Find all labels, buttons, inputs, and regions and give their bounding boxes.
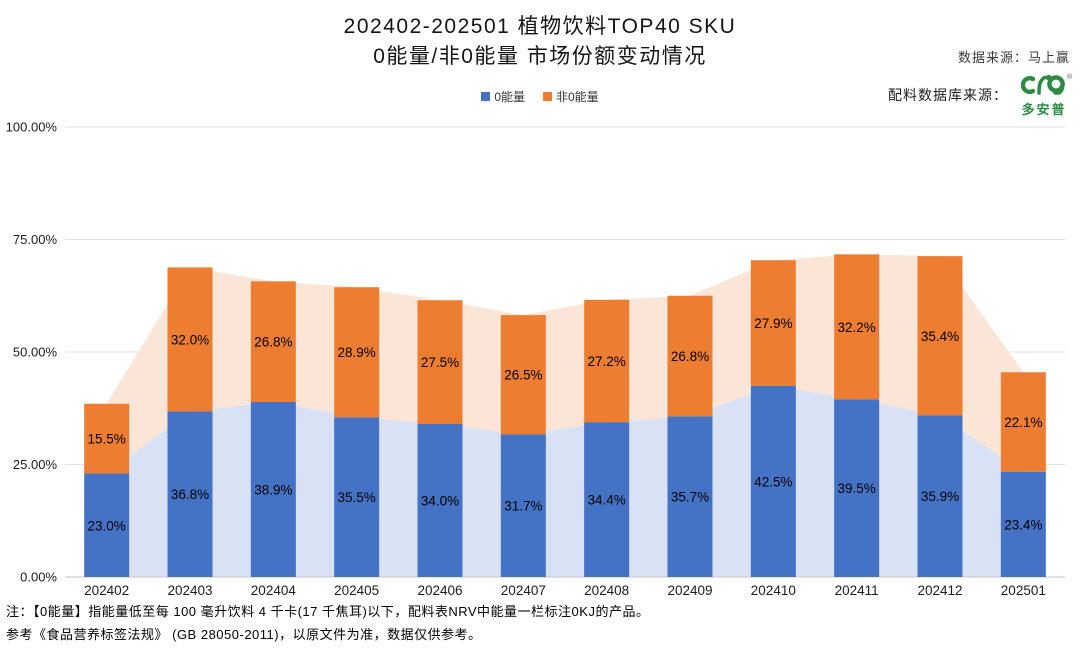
bar-segment-non-zero-energy	[584, 299, 630, 423]
x-axis-label: 202412	[917, 583, 962, 598]
bar-label-non-zero-energy: 15.5%	[88, 432, 126, 447]
duoanpu-logo: ® 多安普	[1016, 72, 1072, 118]
bar-label-non-zero-energy: 26.5%	[504, 368, 542, 383]
bar-label-non-zero-energy: 26.8%	[671, 349, 709, 364]
chart-subtitle: 0能量/非0能量 市场份额变动情况	[373, 45, 707, 68]
bar-label-zero-energy: 34.4%	[588, 493, 626, 508]
y-axis-tick-label: 75.00%	[13, 232, 58, 247]
bar-segment-non-zero-energy	[834, 254, 880, 400]
logo-mark-icon: ®	[1020, 73, 1072, 95]
bar-segment-zero-energy	[84, 473, 130, 577]
y-axis-tick-label: 100.00%	[6, 120, 58, 135]
ingredient-source-label: 配料数据库来源：	[888, 87, 1008, 103]
bar-label-zero-energy: 42.5%	[754, 474, 792, 489]
bar-segment-zero-energy	[834, 399, 880, 577]
bar-segment-zero-energy	[667, 416, 713, 577]
bar-label-non-zero-energy: 22.1%	[1004, 415, 1042, 430]
x-axis-label: 202402	[84, 583, 129, 598]
x-axis-label: 202403	[167, 583, 212, 598]
bar-segment-non-zero-energy	[917, 256, 963, 416]
bar-label-non-zero-energy: 35.4%	[921, 329, 959, 344]
bar-label-zero-energy: 23.4%	[1004, 517, 1042, 532]
bar-label-non-zero-energy: 26.8%	[254, 335, 292, 350]
x-axis-label: 202406	[417, 583, 462, 598]
chart-legend: 0能量 非0能量	[0, 88, 1080, 105]
bar-segment-zero-energy	[250, 401, 296, 577]
bar-label-non-zero-energy: 28.9%	[338, 345, 376, 360]
chart-title: 202402-202501 植物饮料TOP40 SKU	[343, 15, 737, 38]
x-axis-label: 202409	[667, 583, 712, 598]
y-axis-tick-label: 50.00%	[13, 345, 58, 360]
bar-segment-zero-energy	[334, 417, 380, 577]
bar-label-non-zero-energy: 27.9%	[754, 316, 792, 331]
bar-segment-zero-energy	[500, 434, 546, 577]
bar-label-zero-energy: 39.5%	[838, 481, 876, 496]
bar-segment-non-zero-energy	[250, 281, 296, 402]
x-axis-label: 202405	[334, 583, 379, 598]
bar-label-zero-energy: 35.7%	[671, 490, 709, 505]
x-axis-label: 202410	[751, 583, 796, 598]
legend-swatch-zero-energy-icon	[481, 92, 491, 101]
y-axis-tick-label: 25.00%	[13, 457, 58, 472]
bar-segment-zero-energy	[584, 422, 630, 577]
bar-label-non-zero-energy: 27.2%	[588, 354, 626, 369]
bar-segment-zero-energy	[750, 385, 796, 577]
bar-label-zero-energy: 31.7%	[504, 499, 542, 514]
bar-label-zero-energy: 23.0%	[88, 518, 126, 533]
bar-segment-non-zero-energy	[667, 295, 713, 417]
bar-label-non-zero-energy: 32.0%	[171, 332, 209, 347]
legend-swatch-non-zero-energy-icon	[543, 92, 552, 101]
bar-label-zero-energy: 34.0%	[421, 494, 459, 509]
bar-label-zero-energy: 38.9%	[254, 482, 292, 497]
bar-label-zero-energy: 36.8%	[171, 487, 209, 502]
footnote-line1: 注：【0能量】指能量低至每 100 毫升饮料 4 千卡(17 千焦耳)以下，配料…	[6, 604, 650, 619]
footnote-line2: 参考《食品营养标签法规》 (GB 28050-2011)，以原文件为准，数据仅供…	[6, 626, 482, 642]
bar-segment-non-zero-energy	[417, 300, 463, 424]
bar-segment-zero-energy	[417, 424, 463, 577]
legend-item-zero-energy: 0能量	[481, 88, 525, 105]
ingredient-source-row: 配料数据库来源： ® 多安普	[888, 72, 1072, 118]
legend-label-non-zero-energy: 非0能量	[556, 90, 599, 104]
bar-segment-non-zero-energy	[1000, 372, 1046, 472]
bar-label-non-zero-energy: 27.5%	[421, 355, 459, 370]
x-axis-label: 202501	[1001, 583, 1046, 598]
bar-segment-zero-energy	[167, 411, 213, 577]
x-axis-label: 202407	[501, 583, 546, 598]
x-axis-label: 202404	[251, 583, 297, 598]
bar-segment-zero-energy	[917, 415, 963, 577]
legend-label-zero-energy: 0能量	[494, 90, 525, 104]
bar-segment-zero-energy	[1000, 471, 1046, 577]
bar-segment-non-zero-energy	[500, 315, 546, 435]
logo-name: 多安普	[1021, 102, 1067, 117]
bar-segment-non-zero-energy	[84, 403, 130, 474]
x-axis-label: 202411	[835, 583, 879, 598]
bar-label-zero-energy: 35.5%	[338, 490, 376, 505]
chart-title-block: 202402-202501 植物饮料TOP40 SKU 0能量/非0能量 市场份…	[0, 12, 1080, 72]
footnote: 注：【0能量】指能量低至每 100 毫升饮料 4 千卡(17 千焦耳)以下，配料…	[6, 601, 649, 646]
data-source-note: 数据来源：马上赢	[957, 50, 1070, 65]
bar-segment-non-zero-energy	[167, 267, 213, 412]
y-axis-tick-label: 0.00%	[20, 570, 57, 585]
bar-segment-non-zero-energy	[334, 287, 380, 418]
bar-segment-non-zero-energy	[750, 260, 796, 386]
bar-label-zero-energy: 35.9%	[921, 489, 959, 504]
legend-item-non-zero-energy: 非0能量	[543, 88, 599, 105]
registered-mark: ®	[1067, 73, 1072, 81]
bar-label-non-zero-energy: 32.2%	[838, 320, 876, 335]
x-axis-label: 202408	[584, 583, 629, 598]
